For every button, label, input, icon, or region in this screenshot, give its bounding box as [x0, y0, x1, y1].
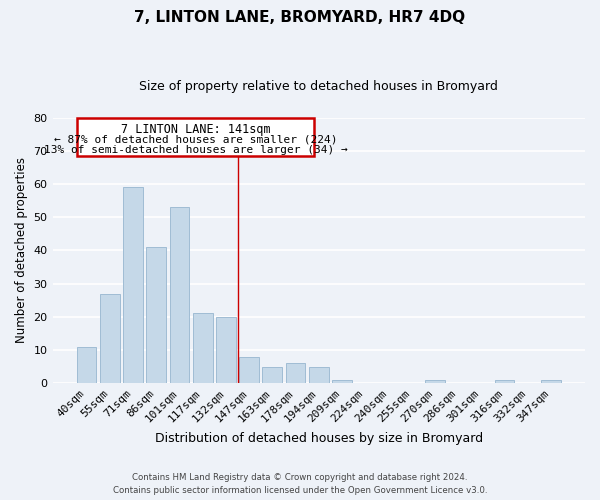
Bar: [100, 294, 119, 383]
Bar: [309, 366, 329, 383]
Bar: [541, 380, 561, 383]
Y-axis label: Number of detached properties: Number of detached properties: [15, 158, 28, 344]
Text: ← 87% of detached houses are smaller (224): ← 87% of detached houses are smaller (22…: [54, 134, 337, 144]
Text: 7 LINTON LANE: 141sqm: 7 LINTON LANE: 141sqm: [121, 123, 271, 136]
Title: Size of property relative to detached houses in Bromyard: Size of property relative to detached ho…: [139, 80, 498, 93]
Bar: [146, 247, 166, 383]
Bar: [77, 346, 97, 383]
Bar: [170, 208, 190, 383]
Bar: [332, 380, 352, 383]
Bar: [425, 380, 445, 383]
Bar: [123, 188, 143, 383]
Bar: [239, 356, 259, 383]
Text: Contains HM Land Registry data © Crown copyright and database right 2024.
Contai: Contains HM Land Registry data © Crown c…: [113, 474, 487, 495]
Text: 13% of semi-detached houses are larger (34) →: 13% of semi-detached houses are larger (…: [44, 145, 347, 155]
Bar: [193, 314, 212, 383]
Text: 7, LINTON LANE, BROMYARD, HR7 4DQ: 7, LINTON LANE, BROMYARD, HR7 4DQ: [134, 10, 466, 25]
FancyBboxPatch shape: [77, 118, 314, 156]
Bar: [262, 366, 282, 383]
X-axis label: Distribution of detached houses by size in Bromyard: Distribution of detached houses by size …: [155, 432, 483, 445]
Bar: [494, 380, 514, 383]
Bar: [286, 363, 305, 383]
Bar: [216, 317, 236, 383]
